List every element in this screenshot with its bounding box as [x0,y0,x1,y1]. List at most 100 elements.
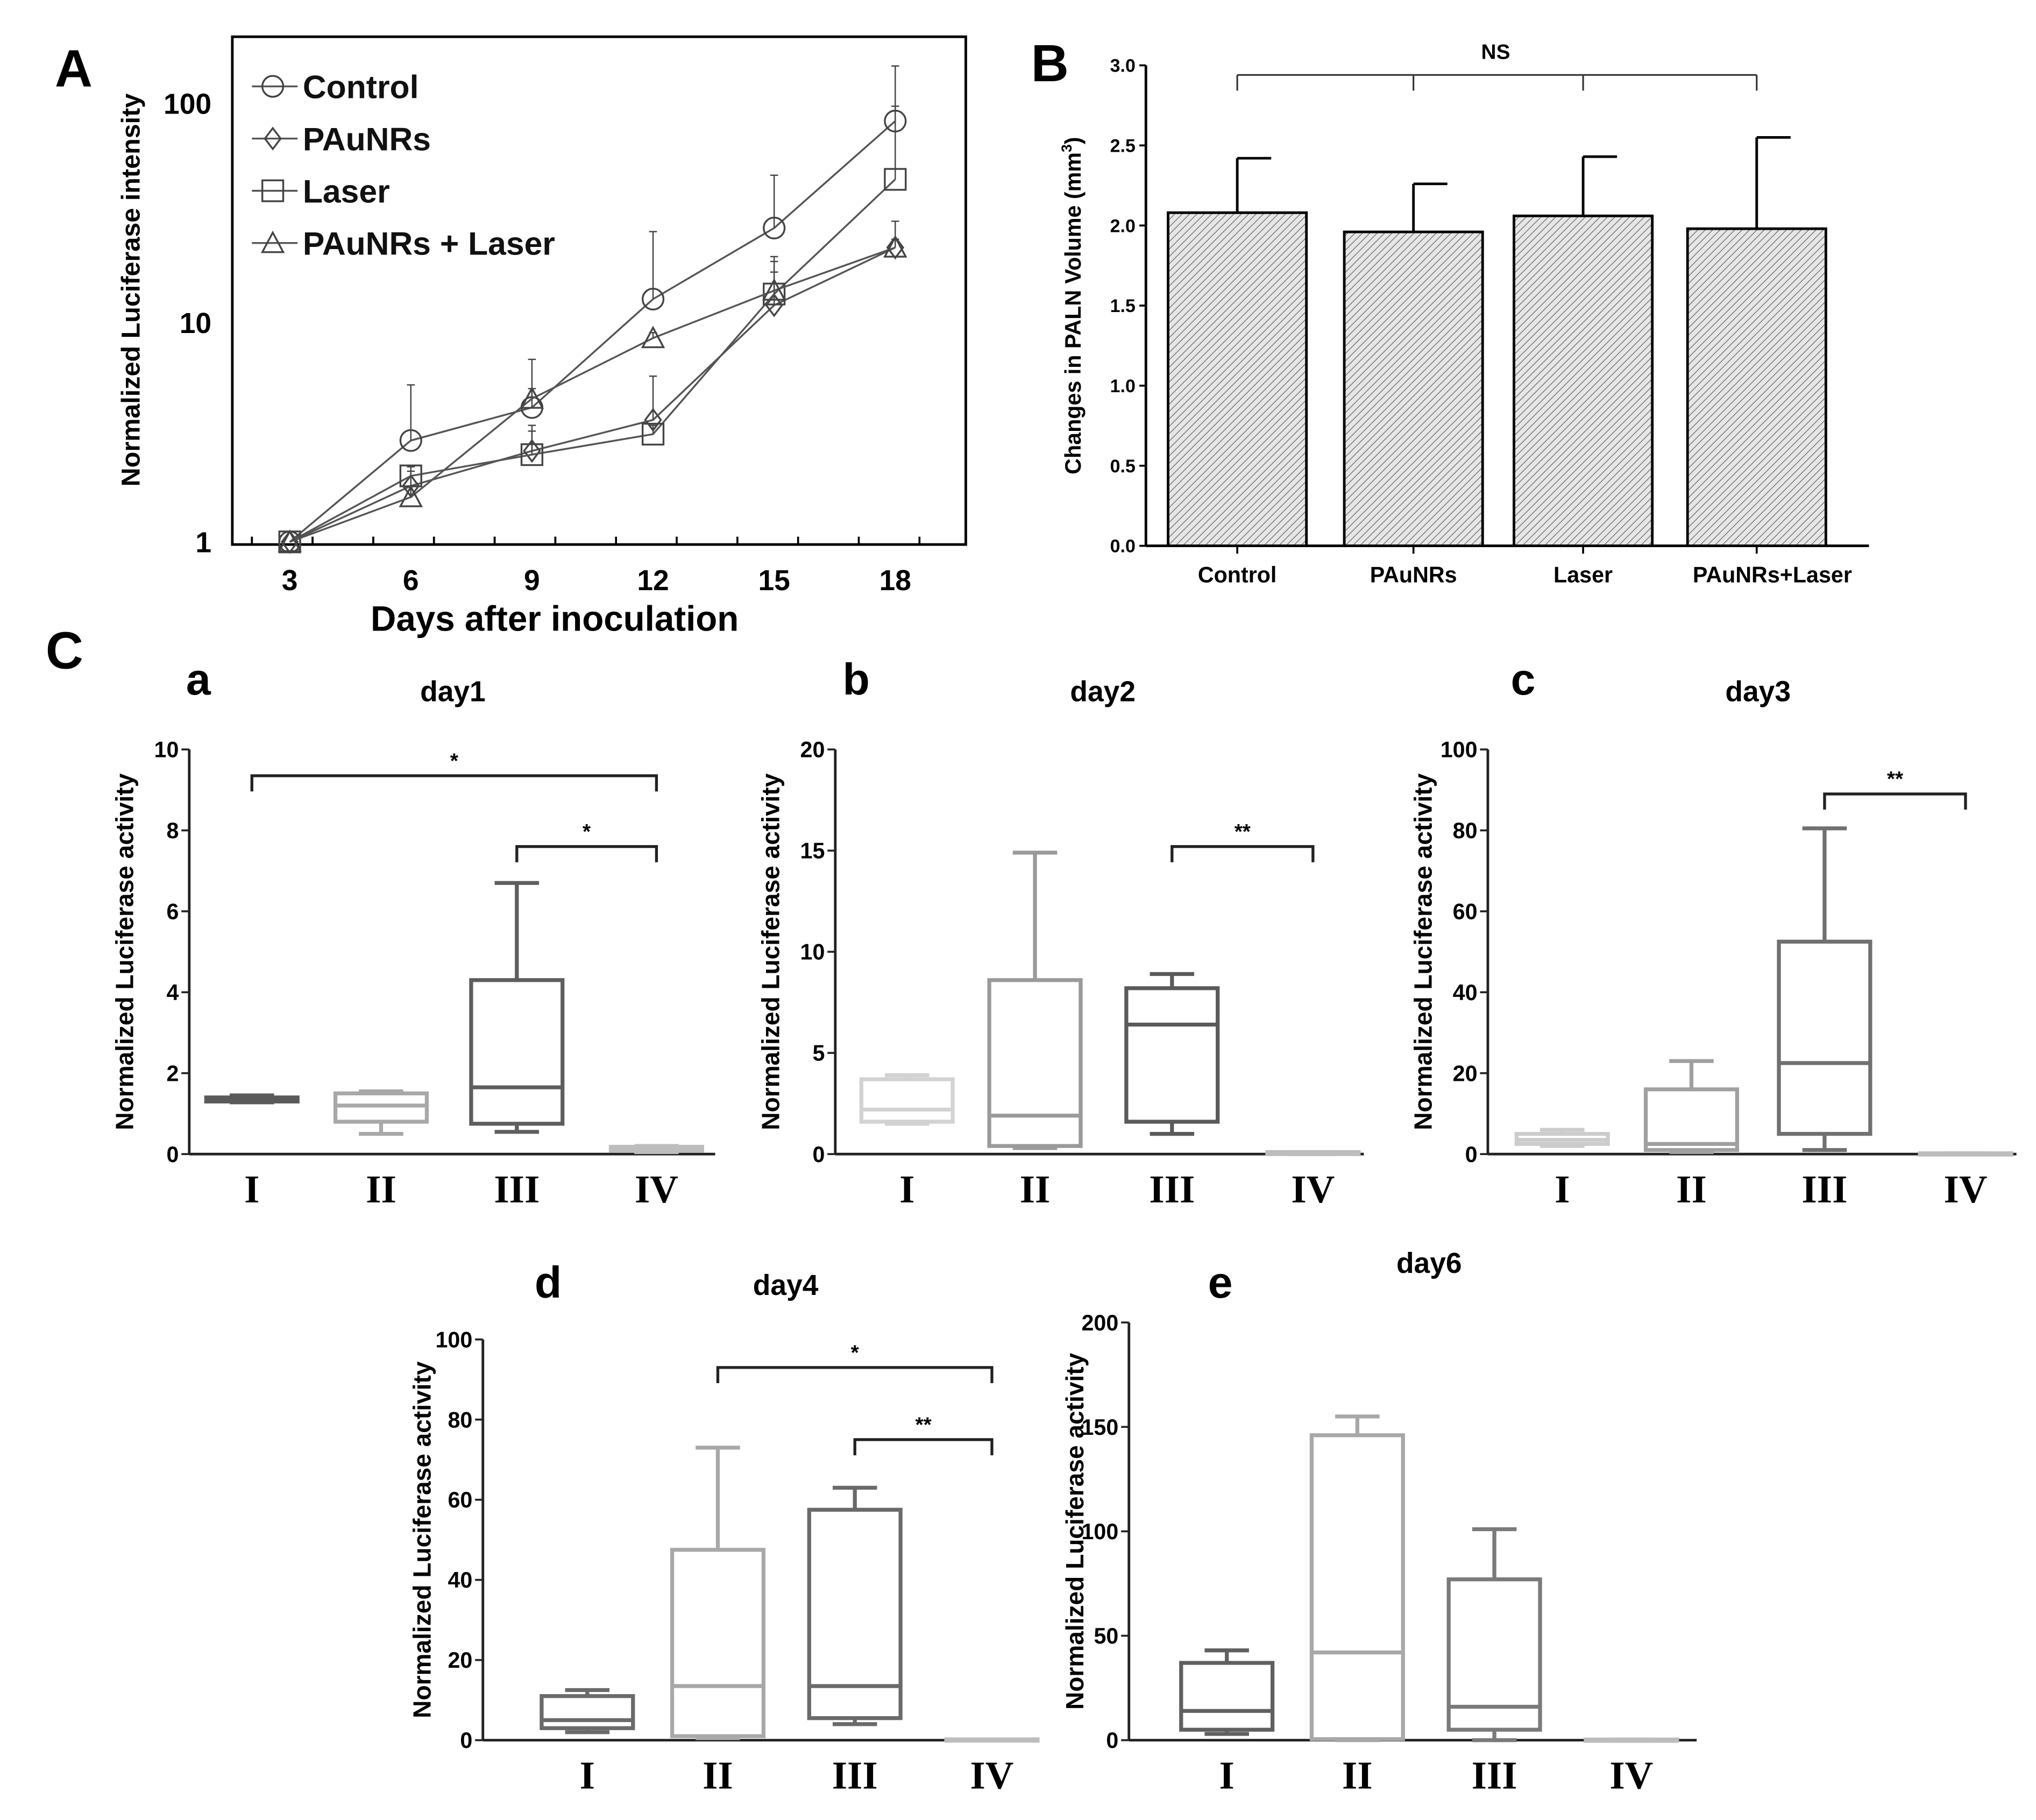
x-tick-label: II [703,1753,733,1797]
y-tick-label: 80 [448,1407,472,1432]
y-tick-label: 200 [1082,1311,1119,1335]
marker-triangle [762,278,786,301]
y-axis-label-end: ) [1061,137,1086,144]
legend-label: Control [303,68,419,105]
y-axis-label: Changes in PALN Volume (mm3) [1059,137,1086,474]
y-tick-label: 60 [1453,899,1478,924]
box [469,978,565,1126]
subpanel-label: e [1208,1258,1233,1307]
x-tick-label: III [832,1753,878,1797]
panel-b: B 0.0 0.5 1.0 1.5 2.0 2.5 3.0 Changes in PALN Vo… [1031,34,1869,587]
panel-label: B [1031,34,1069,93]
marker-circle [261,75,285,98]
y-tick-label: 40 [448,1568,472,1592]
y-axis-label: Normalized Luciferase activity [1409,773,1437,1130]
box [1643,1087,1740,1152]
y-axis-label: Normalized Luciferase intensity [117,94,146,487]
box-II [1643,1059,1740,1155]
y-axis-label: Normalized Luciferase activity [756,773,784,1130]
box [859,1077,955,1124]
marker-circle [763,216,786,239]
x-tick-label: II [1342,1753,1373,1797]
y-tick-label: 100 [164,88,211,120]
y-tick-label: 10 [800,940,825,965]
series-laser: Laser [252,105,907,554]
box [670,1548,766,1738]
x-tick-label: 9 [524,565,540,597]
box [1179,1661,1275,1732]
y-tick-label: 60 [448,1488,472,1512]
box [1777,939,1872,1136]
y-axis-label-superscript: 3 [1059,144,1075,152]
series-control: Control [252,65,907,554]
significance-label: ** [915,1413,932,1436]
significance-label: * [450,749,459,773]
y-tick-label: 15 [800,839,825,863]
y-tick-label: 0 [460,1728,472,1753]
marker-circle [399,429,422,452]
marker-circle [641,287,665,311]
x-tick-label: 18 [879,565,911,597]
y-tick-label: 2.0 [1110,216,1136,236]
panel-a: A 3 6 9 12 15 18 1 10 100 Days after inoculation No… [55,35,967,638]
y-tick-label: 3.0 [1110,56,1136,76]
x-tick-label: I [244,1167,259,1211]
bar [1167,211,1308,547]
x-tick-label: I [899,1167,914,1211]
box [987,978,1083,1148]
subpanel-label: d [535,1258,562,1307]
y-tick-label: 10 [154,738,179,762]
bar [1343,230,1484,547]
box-I [540,1688,635,1734]
x-tick-label: III [1801,1167,1847,1211]
significance-label: ** [1887,768,1904,791]
subpanel-label: a [186,655,211,704]
x-tick-label: I [1219,1753,1235,1797]
y-tick-label: 80 [1453,818,1478,843]
series-paunrs-laser: PAuNRs + Laser [252,225,907,552]
x-tick-label: II [1020,1167,1051,1211]
subpanel-title: day4 [753,1270,819,1301]
y-tick-label: 0 [1465,1142,1478,1167]
subpanel-title: day2 [1070,676,1136,707]
x-tick-label: IV [635,1167,678,1211]
box-II [1309,1414,1405,1743]
x-axis-label: Days after inoculation [371,599,739,638]
marker-triangle [641,325,665,349]
y-tick-label: 0.5 [1110,456,1136,477]
significance-label: NS [1481,41,1510,64]
box-IV [1265,1150,1361,1156]
subpanel-label: b [842,655,869,704]
series-line [289,246,896,543]
y-tick-label: 100 [1082,1519,1119,1544]
x-tick-label: I [580,1753,595,1797]
y-axis-label: Normalized Luciferase activity [110,773,138,1130]
bar [1686,227,1827,547]
panel-label: C [46,621,83,680]
legend-label: Laser [303,173,390,209]
panel-c-a: a day1 0 2 4 6 8 10 Normalized Luciferase activi… [110,655,715,1211]
y-tick-label: 0 [166,1142,179,1167]
box-III [1446,1527,1542,1743]
y-tick-label: 20 [800,738,825,762]
box [1446,1577,1542,1732]
y-axis-label: Normalized Luciferase activity [1061,1352,1089,1710]
box-I [204,1093,300,1104]
panel-label: A [55,39,93,98]
x-tick-label: II [366,1167,396,1211]
significance-bracket [515,845,658,862]
y-tick-label: 6 [166,899,179,924]
marker-triangle [883,235,907,258]
y-tick-label: 40 [1453,980,1478,1005]
marker-diamond [765,293,783,317]
x-tick-label: III [1149,1167,1195,1211]
box-IV [1584,1737,1679,1743]
marker-triangle [260,230,285,253]
y-tick-label: 50 [1094,1624,1118,1648]
panel-c-e: e day6 0 50 100 150 200 Normalized Luciferase a… [1061,1248,1697,1797]
y-tick-label: 0.0 [1110,536,1136,557]
x-tick-label: II [1676,1167,1707,1211]
box [333,1091,429,1124]
y-tick-label: 0 [812,1142,825,1167]
